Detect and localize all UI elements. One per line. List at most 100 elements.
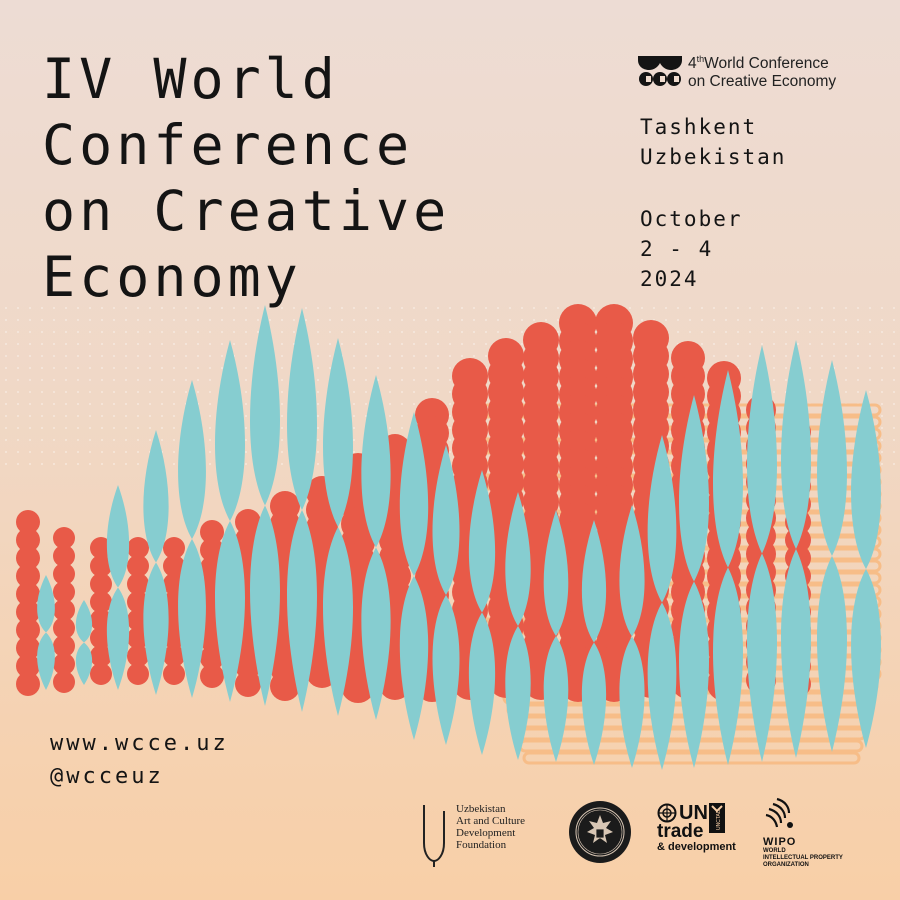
social-handle[interactable]: @wcceuz xyxy=(50,764,164,789)
indonesia-seal-icon xyxy=(569,801,631,863)
grid-dot xyxy=(77,367,79,369)
grid-dot xyxy=(17,379,19,381)
grid-dot xyxy=(197,355,199,357)
grid-dot xyxy=(245,391,247,393)
grid-dot xyxy=(149,391,151,393)
grid-dot xyxy=(485,343,487,345)
grid-dot xyxy=(5,367,7,369)
grid-dot xyxy=(401,415,403,417)
grid-dot xyxy=(809,307,811,309)
coral-circle xyxy=(90,609,112,631)
grid-dot xyxy=(89,415,91,417)
teal-ribbon xyxy=(679,395,709,768)
grid-dot xyxy=(809,367,811,369)
grid-dot xyxy=(485,331,487,333)
grid-dot xyxy=(77,451,79,453)
grid-dot xyxy=(365,355,367,357)
grid-dot xyxy=(137,319,139,321)
grid-dot xyxy=(821,319,823,321)
grid-dot xyxy=(173,427,175,429)
grid-dot xyxy=(449,343,451,345)
grid-dot xyxy=(725,331,727,333)
grid-dot xyxy=(17,439,19,441)
grid-dot xyxy=(209,367,211,369)
grid-dot xyxy=(689,319,691,321)
grid-dot xyxy=(53,319,55,321)
grid-dot xyxy=(509,319,511,321)
grid-dot xyxy=(317,367,319,369)
grid-dot xyxy=(785,331,787,333)
grid-dot xyxy=(497,319,499,321)
grid-dot xyxy=(185,307,187,309)
grid-dot xyxy=(29,331,31,333)
grid-dot xyxy=(377,355,379,357)
grid-dot xyxy=(773,391,775,393)
coral-circle xyxy=(16,618,40,642)
coral-circle xyxy=(53,527,75,549)
grid-dot xyxy=(773,319,775,321)
grid-dot xyxy=(353,403,355,405)
grid-dot xyxy=(17,451,19,453)
grid-dot xyxy=(281,379,283,381)
teal-ribbon xyxy=(287,308,317,712)
coral-circle xyxy=(163,663,185,685)
grid-dot xyxy=(89,379,91,381)
grid-dot xyxy=(233,343,235,345)
grid-dot xyxy=(881,391,883,393)
grid-dot xyxy=(485,355,487,357)
grid-dot xyxy=(689,331,691,333)
grid-dot xyxy=(377,343,379,345)
grid-dot xyxy=(401,343,403,345)
grid-dot xyxy=(269,319,271,321)
grid-dot xyxy=(65,427,67,429)
grid-dot xyxy=(797,307,799,309)
coral-circle xyxy=(200,664,224,688)
grid-dot xyxy=(677,331,679,333)
grid-dot xyxy=(353,391,355,393)
grid-dot xyxy=(77,379,79,381)
grid-dot xyxy=(113,403,115,405)
teal-ribbon xyxy=(817,360,847,752)
grid-dot xyxy=(197,319,199,321)
coral-circle xyxy=(127,591,149,613)
grid-dot xyxy=(245,355,247,357)
grid-dot xyxy=(89,463,91,465)
teal-ribbon xyxy=(143,430,169,695)
grid-dot xyxy=(185,379,187,381)
grid-dot xyxy=(881,307,883,309)
grid-dot xyxy=(329,343,331,345)
grid-dot xyxy=(809,379,811,381)
location: Tashkent Uzbekistan xyxy=(640,112,786,172)
grid-dot xyxy=(425,355,427,357)
coral-circle xyxy=(127,537,149,559)
grid-dot xyxy=(485,307,487,309)
unctad-trade: trade xyxy=(657,821,704,842)
grid-dot xyxy=(893,427,895,429)
grid-dot xyxy=(449,355,451,357)
title-line: Conference xyxy=(42,113,414,177)
grid-dot xyxy=(473,331,475,333)
grid-dot xyxy=(341,319,343,321)
coral-circle xyxy=(90,555,112,577)
grid-dot xyxy=(161,403,163,405)
grid-dot xyxy=(17,355,19,357)
grid-dot xyxy=(389,343,391,345)
coral-circle xyxy=(53,671,75,693)
grid-dot xyxy=(149,355,151,357)
grid-dot xyxy=(281,451,283,453)
grid-dot xyxy=(317,355,319,357)
coral-circle xyxy=(90,537,112,559)
grid-dot xyxy=(161,343,163,345)
grid-dot xyxy=(161,331,163,333)
website-link[interactable]: www.wcce.uz xyxy=(50,731,229,756)
grid-dot xyxy=(185,391,187,393)
grid-dot xyxy=(329,331,331,333)
grid-dot xyxy=(209,331,211,333)
grid-dot xyxy=(437,319,439,321)
grid-dot xyxy=(713,343,715,345)
grid-dot xyxy=(41,463,43,465)
grid-dot xyxy=(893,439,895,441)
grid-dot xyxy=(389,427,391,429)
grid-dot xyxy=(437,355,439,357)
grid-dot xyxy=(401,367,403,369)
